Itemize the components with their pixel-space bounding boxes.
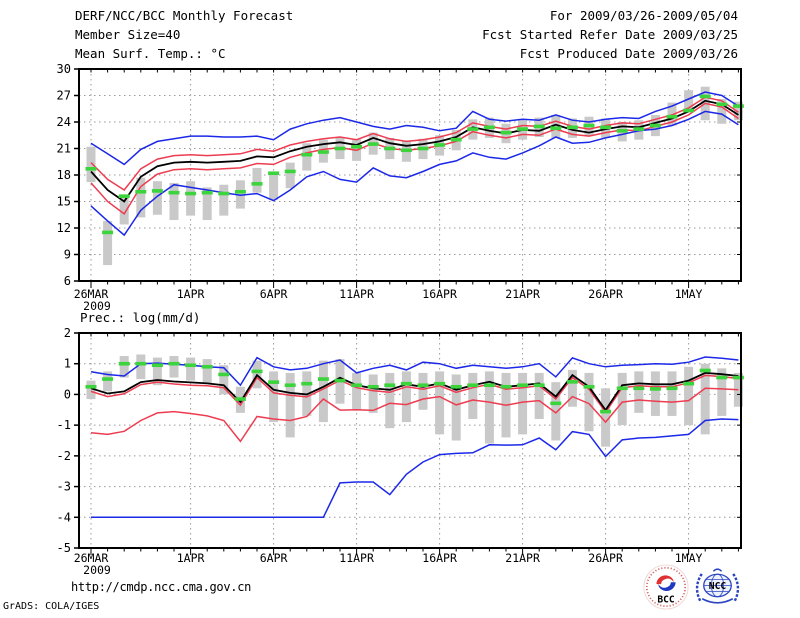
source-url: http://cmdp.ncc.cma.gov.cn <box>71 580 252 594</box>
forecast-refer-date-label: Fcst Started Refer Date 2009/03/25 <box>482 27 738 42</box>
svg-text:12: 12 <box>57 221 71 235</box>
svg-text:15: 15 <box>57 195 71 209</box>
svg-text:11APR: 11APR <box>339 551 374 565</box>
svg-text:30: 30 <box>57 62 71 76</box>
temperature-chart-title: Mean Surf. Temp.: °C <box>75 46 226 61</box>
svg-text:1MAY: 1MAY <box>675 551 703 565</box>
svg-text:2009: 2009 <box>83 299 111 313</box>
ncc-logo-label: NCC <box>709 581 727 592</box>
svg-text:26MAR: 26MAR <box>74 551 109 565</box>
forecast-period-label: For 2009/03/26-2009/05/04 <box>549 8 738 23</box>
bcc-swirl-blue <box>658 582 676 591</box>
bcc-swirl-red <box>656 575 674 585</box>
svg-text:1: 1 <box>64 357 71 371</box>
bcc-logo-label: BCC <box>657 594 675 605</box>
svg-text:18: 18 <box>57 168 71 182</box>
svg-text:21APR: 21APR <box>505 551 540 565</box>
svg-text:6APR: 6APR <box>260 551 288 565</box>
ncc-logo-icon: NCC <box>695 568 740 604</box>
svg-text:6APR: 6APR <box>260 287 288 301</box>
svg-text:26MAR: 26MAR <box>74 287 109 301</box>
ncc-wreath-left <box>695 572 704 602</box>
svg-text:9: 9 <box>64 248 71 262</box>
svg-text:26APR: 26APR <box>588 287 623 301</box>
svg-text:26APR: 26APR <box>588 551 623 565</box>
svg-text:0: 0 <box>64 387 71 401</box>
svg-text:1APR: 1APR <box>177 551 205 565</box>
svg-text:24: 24 <box>57 115 71 129</box>
ncc-wreath-right <box>731 572 740 602</box>
precipitation-chart-title: Prec.: log(mm/d) <box>80 310 201 325</box>
svg-text:-1: -1 <box>57 418 71 432</box>
temperature-chart: 6 9 12 15 18 21 24 27 30 26MAR 1APR 6APR 11APR 16APR 2… <box>57 62 744 313</box>
svg-text:2: 2 <box>64 326 71 340</box>
svg-text:16APR: 16APR <box>422 287 457 301</box>
member-size-label: Member Size=40 <box>75 27 181 42</box>
svg-text:27: 27 <box>57 89 71 103</box>
svg-text:16APR: 16APR <box>422 551 457 565</box>
svg-text:-2: -2 <box>57 449 71 463</box>
svg-text:2009: 2009 <box>83 563 111 577</box>
svg-text:-4: -4 <box>57 510 71 524</box>
svg-text:1MAY: 1MAY <box>675 287 703 301</box>
bcc-logo-icon: BCC <box>643 564 689 610</box>
ncc-crest <box>712 568 723 572</box>
grads-credit-label: GrADS: COLA/IGES <box>3 601 100 612</box>
svg-text:21: 21 <box>57 142 71 156</box>
ncc-base-swoosh <box>701 597 734 604</box>
svg-text:-3: -3 <box>57 480 71 494</box>
precipitation-chart: -5 -4 -3 -2 -1 0 1 2 26MAR 1APR 6APR 11APR 16APR 21AP… <box>57 326 744 577</box>
svg-text:1APR: 1APR <box>177 287 205 301</box>
forecast-produced-date-label: Fcst Produced Date 2009/03/26 <box>519 46 738 61</box>
page-title: DERF/NCC/BCC Monthly Forecast <box>75 8 294 23</box>
svg-text:21APR: 21APR <box>505 287 540 301</box>
svg-text:6: 6 <box>64 274 71 288</box>
svg-text:-5: -5 <box>57 541 71 555</box>
svg-text:11APR: 11APR <box>339 287 374 301</box>
